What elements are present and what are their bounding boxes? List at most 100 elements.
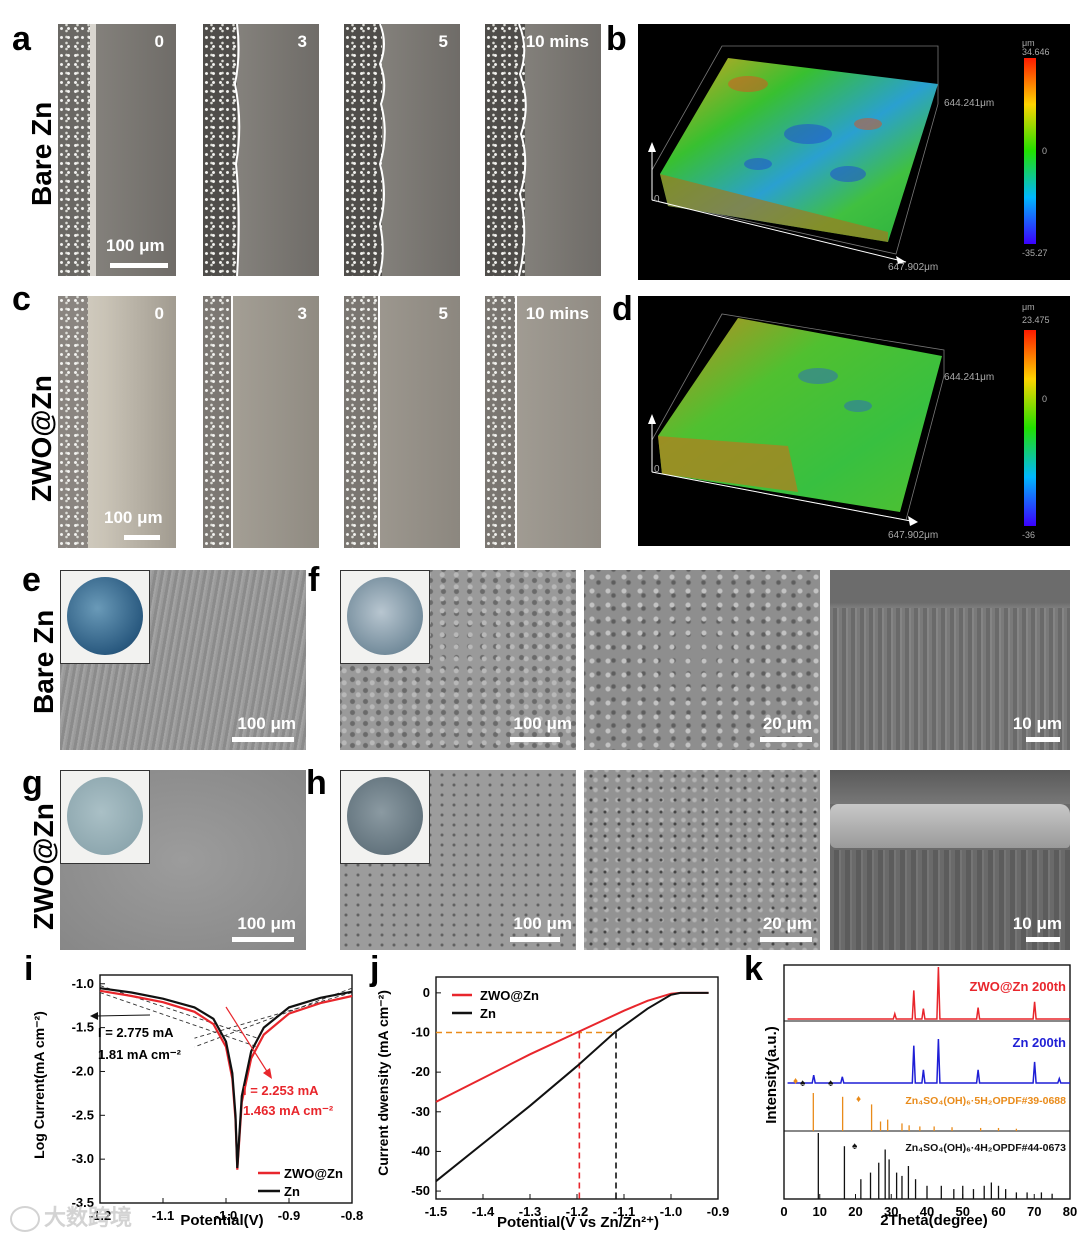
series-label-zn-200th: Zn 200th bbox=[1013, 1035, 1067, 1050]
micrograph-zwo-5: 5 bbox=[344, 296, 460, 548]
panel-label-h: h bbox=[306, 764, 327, 802]
annotation-zwo-density: 1.463 mA cm⁻² bbox=[243, 1103, 334, 1118]
sem-bare-cross-section: 10 μm bbox=[830, 570, 1070, 750]
micrograph-zwo-3: 3 bbox=[203, 296, 319, 548]
profilometry-zwo: 0 644.241μm 647.902μm μm 23.475 0 -36 bbox=[638, 296, 1070, 546]
series-line-zn-200th bbox=[787, 1038, 1070, 1084]
legend-label-zn: Zn bbox=[480, 1006, 496, 1021]
scale-bar bbox=[124, 535, 160, 540]
sem-bare-low-mag: 100 μm bbox=[340, 570, 576, 750]
scale-bar-label: 100 μm bbox=[513, 714, 572, 733]
scale-bar-label: 10 μm bbox=[1012, 714, 1062, 733]
x-tick-label: -0.9 bbox=[707, 1204, 729, 1219]
y-tick-label: -3.5 bbox=[72, 1195, 94, 1210]
panel-label-k: k bbox=[744, 950, 763, 988]
x-tick-label: -0.8 bbox=[341, 1208, 363, 1223]
annotation-zwo-current: I = 2.253 mA bbox=[243, 1083, 319, 1098]
profile-y-extent: 644.241μm bbox=[944, 372, 994, 383]
color-scale-bar bbox=[1024, 58, 1036, 244]
legend-label-zwo: ZWO@Zn bbox=[284, 1166, 343, 1181]
chart-lsv: -1.5 -1.4 -1.3 -1.2 -1.1 -1.0 -0.9 0 -10 -20 -30 -4… bbox=[375, 976, 729, 1231]
x-tick-label: -1.4 bbox=[472, 1204, 495, 1219]
diamond-marker-icon: ♦ bbox=[856, 1094, 861, 1105]
micrograph-bare-3: 3 bbox=[203, 24, 319, 276]
micrograph-zwo-10: 10 mins bbox=[485, 296, 601, 548]
profile-origin-label: 0 bbox=[654, 464, 660, 475]
x-tick-label: 30 bbox=[884, 1204, 898, 1219]
color-scale-bar bbox=[1024, 330, 1036, 526]
annotation-arrowhead-zn bbox=[90, 1012, 98, 1020]
y-tick-label: -30 bbox=[411, 1104, 430, 1119]
photo-inset bbox=[340, 770, 430, 864]
spade-marker-icon: ♠ bbox=[828, 1078, 834, 1089]
series-line-zwo-zn-200th bbox=[787, 966, 1070, 1020]
panel-label-j: j bbox=[370, 950, 380, 988]
panel-label-d: d bbox=[612, 290, 633, 328]
x-tick-label: 0 bbox=[780, 1204, 787, 1219]
x-tick-label: -1.3 bbox=[519, 1204, 541, 1219]
series-line-zn bbox=[99, 987, 353, 1168]
sem-bare-surface: 100 μm bbox=[60, 570, 306, 750]
y-tick-label: -2.5 bbox=[72, 1107, 94, 1122]
x-tick-label: 80 bbox=[1063, 1204, 1077, 1219]
x-tick-label: 40 bbox=[920, 1204, 934, 1219]
x-tick-label: -1.2 bbox=[89, 1208, 111, 1223]
color-scale-mid: 0 bbox=[1042, 146, 1047, 156]
panel-label-i: i bbox=[24, 950, 34, 988]
row-label-bare-zn: Bare Zn bbox=[26, 101, 57, 206]
sem-zwo-high-mag: 20 μm bbox=[584, 770, 820, 950]
time-label: 10 mins bbox=[525, 304, 589, 323]
annotation-arrowhead-zwo bbox=[263, 1068, 272, 1079]
x-tick-label: 50 bbox=[956, 1204, 970, 1219]
x-tick-label: -1.5 bbox=[425, 1204, 447, 1219]
time-label: 10 mins bbox=[525, 32, 589, 51]
annotation-arrow-zn bbox=[95, 1014, 151, 1017]
y-axis-label: Current dwensity (mA cm⁻²) bbox=[375, 990, 391, 1176]
color-scale-max: 23.475 bbox=[1022, 315, 1050, 325]
scale-bar-label: 10 μm bbox=[1012, 914, 1062, 933]
y-tick-label: 0 bbox=[423, 985, 430, 1000]
photo-inset bbox=[340, 570, 430, 664]
x-tick-label: 60 bbox=[991, 1204, 1005, 1219]
scale-bar bbox=[232, 937, 294, 942]
scale-bar bbox=[510, 937, 560, 942]
scale-bar bbox=[1026, 737, 1060, 742]
annotation-arrow-zwo bbox=[225, 1006, 269, 1074]
color-scale-min: -35.27 bbox=[1022, 248, 1048, 258]
chart-xrd: 0 10 20 30 40 50 60 70 80 Intensity(a.u.) 2Theta… bbox=[763, 964, 1077, 1229]
x-tick-label: 10 bbox=[813, 1204, 827, 1219]
scale-bar-label: 100 μm bbox=[106, 236, 165, 255]
color-scale-unit: μm bbox=[1022, 38, 1035, 48]
micrograph-bare-5: 5 bbox=[344, 24, 460, 276]
panel-label-a: a bbox=[12, 20, 31, 58]
panel-label-g: g bbox=[22, 764, 43, 802]
y-tick-label: -50 bbox=[411, 1183, 430, 1198]
scale-bar bbox=[760, 737, 812, 742]
x-tick-label: -1.2 bbox=[566, 1204, 588, 1219]
annotation-zn-current: I = 2.775 mA bbox=[98, 1025, 174, 1040]
photo-inset bbox=[60, 570, 150, 664]
y-tick-label: -2.0 bbox=[72, 1063, 94, 1078]
color-scale-min: -36 bbox=[1022, 530, 1035, 540]
watermark-logo-icon bbox=[10, 1206, 40, 1233]
x-tick-label: 20 bbox=[848, 1204, 862, 1219]
x-axis-label: Potential(V vs Zn/Zn²⁺) bbox=[497, 1214, 659, 1231]
x-tick-label: -1.0 bbox=[660, 1204, 682, 1219]
scale-bar-label: 100 μm bbox=[237, 714, 296, 733]
series-label-zwo-200th: ZWO@Zn 200th bbox=[970, 979, 1067, 994]
time-label: 0 bbox=[154, 32, 164, 51]
sem-zwo-surface: 100 μm bbox=[60, 770, 306, 950]
profilometry-bare: 0 644.241μm 647.902μm μm 34.646 0 -35.27 bbox=[638, 24, 1070, 280]
profile-origin-label: 0 bbox=[654, 194, 660, 205]
panel-label-e: e bbox=[22, 561, 41, 599]
annotation-zn-density: 1.81 mA cm⁻² bbox=[98, 1047, 182, 1062]
y-tick-label: -1.5 bbox=[72, 1020, 94, 1035]
y-axis-label: Intensity(a.u.) bbox=[763, 1026, 780, 1124]
y-tick-label: -1.0 bbox=[72, 976, 94, 991]
y-tick-label: -40 bbox=[411, 1143, 430, 1158]
micrograph-zwo-0: 0 100 μm bbox=[58, 296, 176, 548]
time-label: 5 bbox=[438, 32, 448, 51]
panel-label-f: f bbox=[308, 561, 320, 599]
row-label-zwo-zn-sem: ZWO@Zn bbox=[28, 803, 59, 930]
series-line-zwo-zn bbox=[99, 989, 353, 1170]
